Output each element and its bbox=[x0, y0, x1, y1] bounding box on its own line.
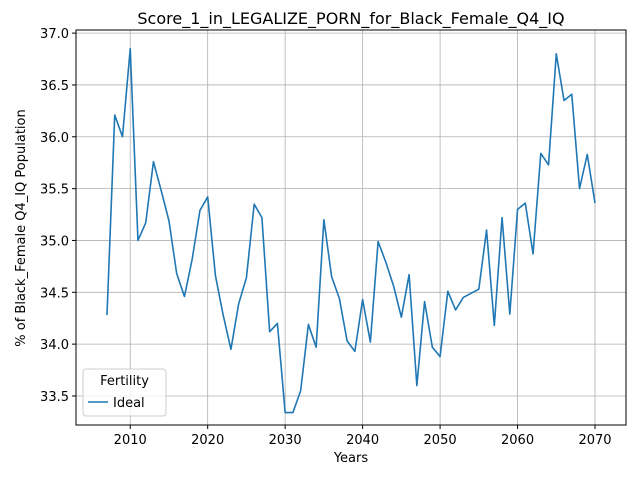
series-layer bbox=[106, 47, 596, 414]
x-tick-label: 2070 bbox=[578, 433, 611, 448]
x-tick-label: 2010 bbox=[114, 433, 147, 448]
legend-box bbox=[82, 368, 167, 417]
x-axis-label: Years bbox=[333, 451, 369, 466]
axis-ticks: 2010 2020 2030 2040 2050 2060 2070 33.5 34.0 34.5… bbox=[40, 27, 612, 448]
y-tick-label: 34.0 bbox=[40, 338, 69, 353]
plot-frame bbox=[75, 29, 627, 426]
y-tick-label: 36.0 bbox=[40, 131, 69, 146]
y-tick-label: 34.5 bbox=[40, 286, 69, 301]
y-axis-label: % of Black_Female Q4_IQ Population bbox=[14, 109, 29, 346]
series-line-ideal bbox=[106, 47, 596, 414]
x-tick-label: 2060 bbox=[501, 433, 534, 448]
legend-label-ideal: Ideal bbox=[113, 396, 145, 411]
x-tick-label: 2050 bbox=[424, 433, 457, 448]
y-tick-label: 36.5 bbox=[40, 79, 69, 94]
x-tick-label: 2040 bbox=[346, 433, 379, 448]
legend-title: Fertility bbox=[100, 374, 149, 389]
y-tick-label: 37.0 bbox=[40, 27, 69, 42]
y-tick-label: 33.5 bbox=[40, 390, 69, 405]
y-tick-label: 35.5 bbox=[40, 183, 69, 198]
chart-title: Score_1_in_LEGALIZE_PORN_for_Black_Femal… bbox=[137, 9, 564, 29]
x-tick-label: 2030 bbox=[269, 433, 302, 448]
legend: Fertility Ideal bbox=[82, 368, 167, 417]
y-tick-label: 35.0 bbox=[40, 234, 69, 249]
x-tick-label: 2020 bbox=[191, 433, 224, 448]
